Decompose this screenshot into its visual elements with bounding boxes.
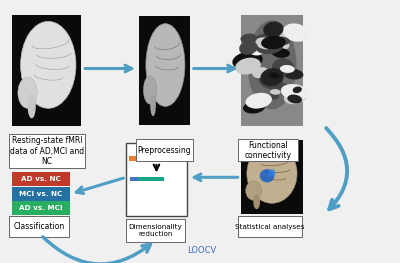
Ellipse shape <box>274 67 287 76</box>
Text: Classification: Classification <box>13 222 65 231</box>
Ellipse shape <box>246 93 272 109</box>
Ellipse shape <box>270 93 279 100</box>
FancyBboxPatch shape <box>157 156 170 161</box>
Ellipse shape <box>278 27 296 39</box>
Text: MCI vs. NC: MCI vs. NC <box>19 191 63 197</box>
Ellipse shape <box>293 87 302 93</box>
FancyBboxPatch shape <box>238 216 302 237</box>
FancyBboxPatch shape <box>138 177 164 181</box>
Ellipse shape <box>269 72 280 78</box>
Ellipse shape <box>150 94 156 116</box>
Ellipse shape <box>239 41 258 55</box>
FancyBboxPatch shape <box>238 139 298 161</box>
FancyBboxPatch shape <box>170 156 180 161</box>
Ellipse shape <box>261 36 286 49</box>
Ellipse shape <box>272 58 294 75</box>
Ellipse shape <box>270 89 281 95</box>
Ellipse shape <box>247 43 264 55</box>
Ellipse shape <box>252 67 269 78</box>
Text: Resting-state fMRI
data of AD,MCI and
NC: Resting-state fMRI data of AD,MCI and NC <box>10 136 84 166</box>
Ellipse shape <box>28 94 36 118</box>
FancyBboxPatch shape <box>126 219 185 242</box>
Ellipse shape <box>248 20 296 109</box>
Text: Dimensionality
reduction: Dimensionality reduction <box>128 224 182 237</box>
Ellipse shape <box>253 33 281 49</box>
Ellipse shape <box>268 169 276 176</box>
Ellipse shape <box>270 83 290 94</box>
Ellipse shape <box>143 76 157 104</box>
Text: AD vs. MCI: AD vs. MCI <box>19 205 63 211</box>
Ellipse shape <box>276 37 290 45</box>
FancyBboxPatch shape <box>241 140 302 214</box>
Ellipse shape <box>247 144 297 203</box>
Ellipse shape <box>260 68 284 86</box>
Text: AD vs. NC: AD vs. NC <box>21 176 61 182</box>
Ellipse shape <box>281 84 308 100</box>
Ellipse shape <box>21 22 76 108</box>
FancyBboxPatch shape <box>12 201 70 215</box>
Ellipse shape <box>283 23 309 42</box>
Ellipse shape <box>284 63 294 70</box>
Ellipse shape <box>287 94 302 103</box>
FancyBboxPatch shape <box>130 177 138 181</box>
Ellipse shape <box>243 102 265 114</box>
Ellipse shape <box>253 194 260 209</box>
Ellipse shape <box>252 96 268 109</box>
Ellipse shape <box>246 181 262 200</box>
FancyBboxPatch shape <box>12 187 70 201</box>
FancyBboxPatch shape <box>126 143 187 216</box>
Ellipse shape <box>272 48 290 58</box>
Ellipse shape <box>284 90 307 104</box>
Ellipse shape <box>280 65 295 73</box>
Ellipse shape <box>259 70 283 89</box>
Ellipse shape <box>241 40 259 52</box>
FancyBboxPatch shape <box>241 15 302 126</box>
FancyBboxPatch shape <box>136 139 193 161</box>
Text: Statistical analyses: Statistical analyses <box>235 224 305 230</box>
Ellipse shape <box>146 24 185 106</box>
FancyBboxPatch shape <box>9 216 69 237</box>
Ellipse shape <box>263 22 284 37</box>
FancyBboxPatch shape <box>129 156 148 161</box>
Ellipse shape <box>273 38 290 50</box>
Text: LOOCV: LOOCV <box>187 246 216 255</box>
Ellipse shape <box>18 77 37 108</box>
Ellipse shape <box>255 39 283 54</box>
FancyBboxPatch shape <box>139 16 190 125</box>
FancyBboxPatch shape <box>148 156 157 161</box>
FancyBboxPatch shape <box>12 15 82 126</box>
Ellipse shape <box>284 69 304 80</box>
FancyBboxPatch shape <box>241 15 302 126</box>
Ellipse shape <box>260 169 274 183</box>
Text: Preprocessing: Preprocessing <box>138 146 191 155</box>
Ellipse shape <box>232 52 263 70</box>
Ellipse shape <box>235 58 261 75</box>
Text: Functional
connectivity: Functional connectivity <box>244 141 292 160</box>
Ellipse shape <box>240 33 256 43</box>
FancyBboxPatch shape <box>9 134 84 168</box>
FancyBboxPatch shape <box>12 172 70 186</box>
Ellipse shape <box>256 37 274 49</box>
